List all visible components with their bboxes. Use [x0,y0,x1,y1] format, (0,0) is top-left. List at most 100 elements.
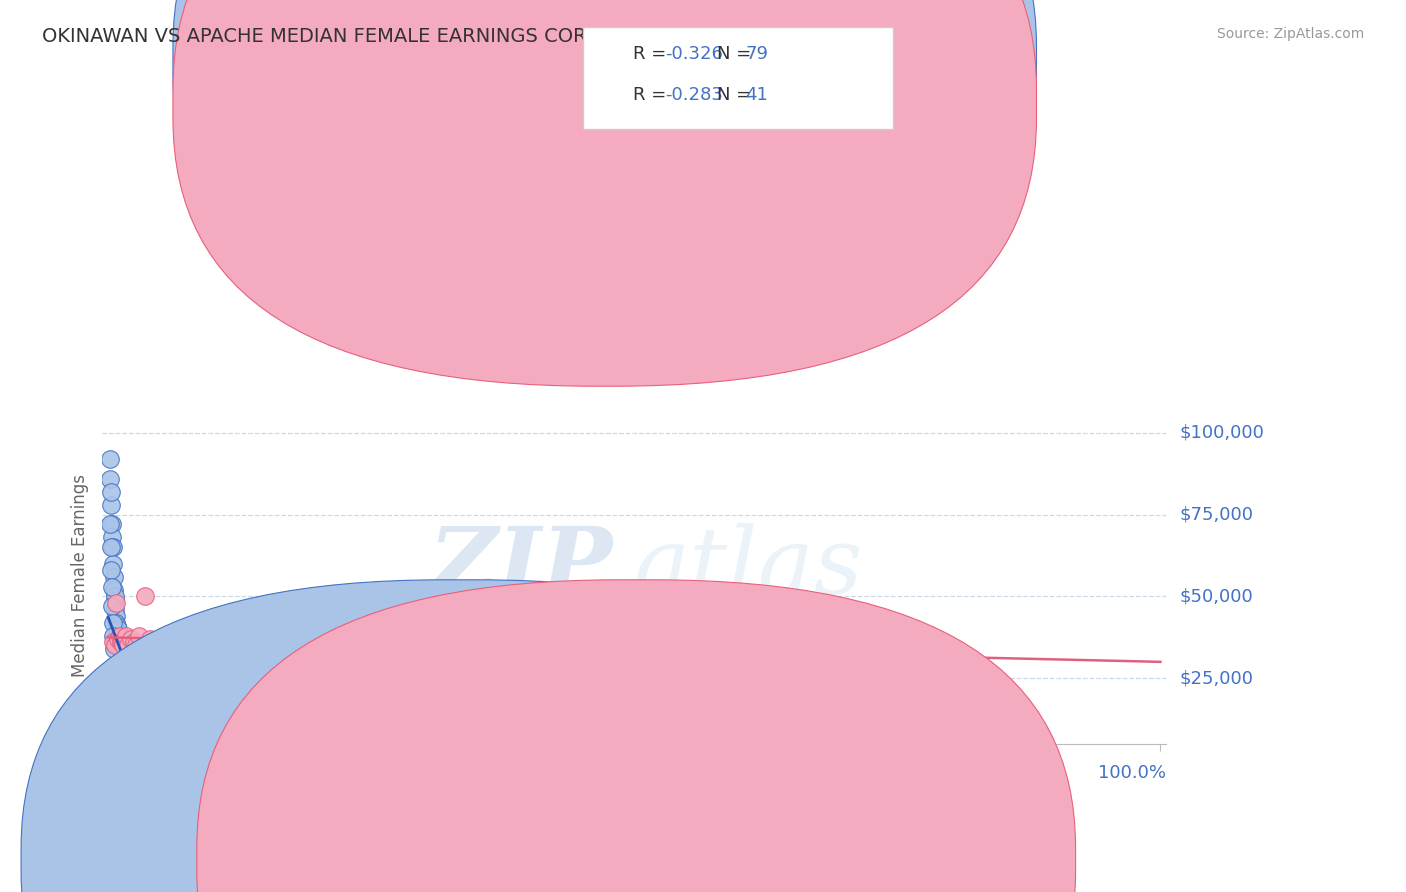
Point [120,658,142,673]
Point [104,592,127,607]
Point [127,668,149,682]
Point [98,472,121,486]
Point [728,639,751,653]
Point [110,645,132,659]
Text: Source: ZipAtlas.com: Source: ZipAtlas.com [1216,27,1364,41]
Point [100,714,122,728]
Point [111,635,134,649]
Point [243,635,266,649]
Point [328,639,350,653]
Point [131,668,153,682]
Point [104,590,127,604]
Point [180,635,202,649]
Point [264,635,287,649]
Point [101,531,124,545]
Point [101,557,124,571]
Point [122,635,145,649]
Point [103,582,125,597]
Point [114,648,136,663]
Point [101,723,124,738]
Point [496,639,519,653]
Point [107,632,129,646]
Point [114,655,136,669]
Point [124,658,146,673]
Point [623,641,645,656]
Text: 0.0%: 0.0% [103,764,148,782]
Point [100,717,122,731]
Point [112,651,135,665]
Point [115,651,138,665]
Point [125,661,148,675]
Point [122,665,145,679]
Point [120,632,142,646]
Point [104,602,127,616]
Point [117,661,139,675]
Point [100,498,122,512]
Point [103,570,125,584]
Point [412,639,434,653]
Point [108,639,131,653]
Point [143,635,166,649]
Point [212,635,235,649]
Point [100,563,122,577]
Point [124,665,146,679]
Point [465,635,488,649]
Text: N =: N = [717,87,756,104]
FancyBboxPatch shape [173,0,1036,386]
Text: 41: 41 [745,87,768,104]
Point [100,720,122,734]
Point [107,625,129,640]
Point [105,615,128,630]
Point [132,671,155,685]
Point [101,615,124,630]
Text: Apache: Apache [603,774,665,792]
Point [101,517,124,532]
Point [834,641,856,656]
Point [114,655,136,669]
Point [111,641,134,656]
Point [101,635,124,649]
Text: OKINAWAN VS APACHE MEDIAN FEMALE EARNINGS CORRELATION CHART: OKINAWAN VS APACHE MEDIAN FEMALE EARNING… [42,27,755,45]
Point [101,580,124,594]
Point [110,635,132,649]
Point [222,635,245,649]
Point [127,661,149,675]
Point [105,596,128,610]
Point [276,639,298,653]
Point [100,541,122,555]
Text: 79: 79 [745,45,768,62]
Point [128,658,150,673]
Point [118,658,141,673]
Point [110,635,132,649]
Point [538,641,561,656]
Text: 100.0%: 100.0% [1098,764,1166,782]
Text: $75,000: $75,000 [1180,506,1254,524]
Point [307,635,329,649]
Point [170,629,193,643]
Point [115,658,138,673]
Text: $100,000: $100,000 [1180,424,1264,442]
Point [112,635,135,649]
Point [127,665,149,679]
Text: ZIP: ZIP [429,524,613,614]
Point [121,661,143,675]
Point [571,639,593,653]
Point [233,629,256,643]
Point [125,639,148,653]
Point [104,639,127,653]
Point [112,639,135,653]
Point [111,648,134,663]
Text: atlas: atlas [634,524,863,614]
Point [108,629,131,643]
Point [107,635,129,649]
Point [107,622,129,636]
Point [201,639,224,653]
Point [98,452,121,467]
Point [101,541,124,555]
Point [120,665,142,679]
Point [131,665,153,679]
Text: R =: R = [633,87,672,104]
Point [160,632,183,646]
Point [129,661,152,675]
Point [110,639,132,653]
